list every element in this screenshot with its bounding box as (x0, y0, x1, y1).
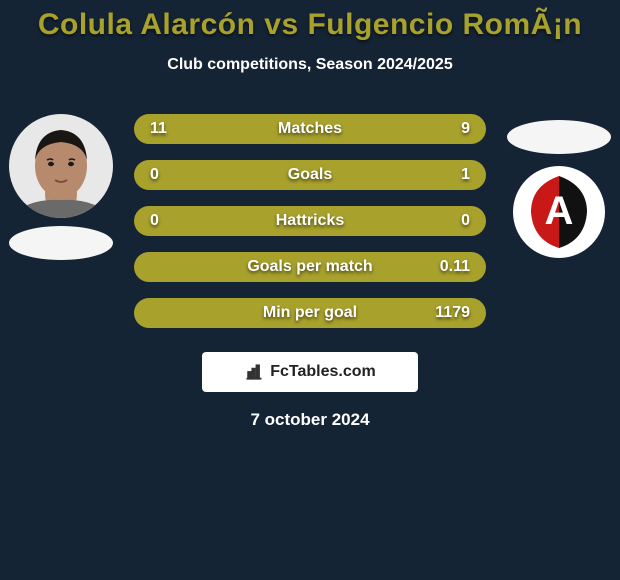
page-title: Colula Alarcón vs Fulgencio RomÃ¡n (0, 0, 620, 42)
player-right-column: A (504, 114, 614, 262)
stat-label: Min per goal (134, 304, 486, 322)
stat-right-value: 9 (461, 120, 470, 138)
stat-label: Matches (134, 120, 486, 138)
date-label: 7 october 2024 (0, 410, 620, 430)
stat-bar: 11 9Matches (134, 114, 486, 144)
source-badge[interactable]: FcTables.com (202, 352, 418, 392)
stat-bar: 0.11Goals per match (134, 252, 486, 282)
stat-right-value: 0 (461, 212, 470, 230)
stat-left-value: 11 (150, 120, 167, 138)
player-left-column (6, 114, 116, 260)
stat-bar: 0 0Hattricks (134, 206, 486, 236)
player-right-team-logo: A (509, 162, 609, 262)
player-left-avatar-svg (9, 114, 113, 218)
svg-text:A: A (545, 189, 574, 233)
stat-bar: 1179Min per goal (134, 298, 486, 328)
subtitle: Club competitions, Season 2024/2025 (0, 56, 620, 74)
stat-left-value: 0 (150, 212, 159, 230)
comparison-infographic: Colula Alarcón vs Fulgencio RomÃ¡n Club … (0, 0, 620, 580)
source-text: FcTables.com (270, 363, 376, 381)
stat-bar: 0 1Goals (134, 160, 486, 190)
stat-bars: 119Matches01Goals00Hattricks0.11Goals pe… (134, 114, 486, 344)
stat-label: Hattricks (134, 212, 486, 230)
stat-right-value: 1 (461, 166, 470, 184)
stat-label: Goals (134, 166, 486, 184)
stat-label: Goals per match (134, 258, 486, 276)
player-left-avatar (9, 114, 113, 218)
shield-icon: A (509, 162, 609, 262)
stat-right-value: 0.11 (440, 258, 470, 276)
stats-area: A 119Matches01Goals00Hattricks0.11Goals … (0, 114, 620, 334)
player-right-placeholder (507, 120, 611, 154)
stat-left-value: 0 (150, 166, 159, 184)
stat-right-value: 1179 (435, 304, 470, 322)
player-left-team-badge (9, 226, 113, 260)
chart-icon (244, 362, 264, 382)
